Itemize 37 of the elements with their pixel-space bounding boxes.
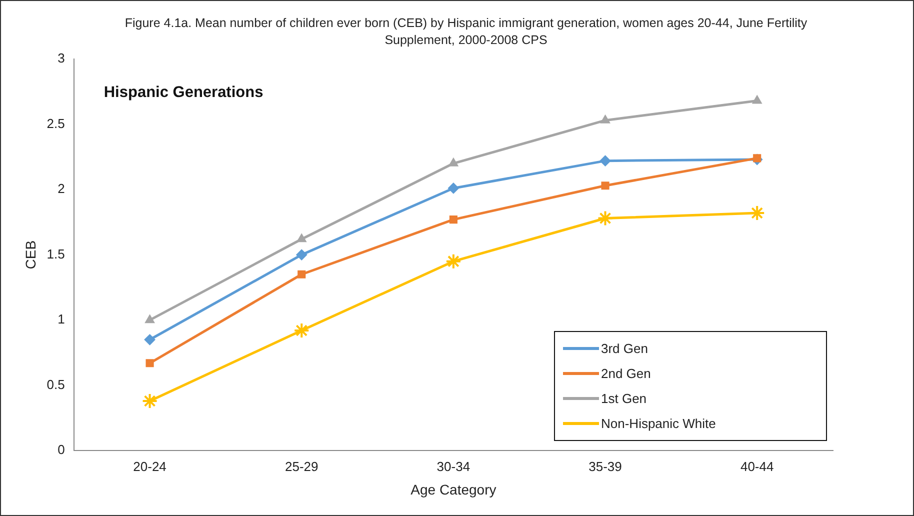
chart-title: Figure 4.1a. Mean number of children ever born (CEB) by Hispanic immigrant generation, women ages 20-44, June Fertility Supplement, 2000-2008 CPS [124, 15, 808, 49]
point [445, 253, 462, 270]
x-tick-label: 30-34 [436, 458, 470, 474]
point [296, 234, 306, 242]
x-tick-label: 40-44 [740, 458, 774, 474]
legend-label: 2nd Gen [601, 366, 651, 381]
x-tick-label: 20-24 [133, 458, 166, 474]
point [601, 182, 610, 190]
point [600, 155, 611, 166]
legend-label: Non-Hispanic White [601, 416, 716, 431]
point [296, 249, 308, 260]
annotation: Hispanic Generations [104, 84, 264, 102]
y-axis-title: CEB [22, 240, 38, 270]
y-tick-label: 2.5 [46, 116, 65, 131]
point [298, 270, 306, 278]
y-tick-label: 2 [58, 181, 65, 196]
y-tick-label: 0.5 [46, 376, 65, 392]
point [144, 314, 155, 324]
point [600, 114, 610, 124]
point [142, 393, 158, 409]
x-axis-title: Age Category [410, 481, 496, 498]
y-tick-label: 1.5 [46, 246, 65, 262]
point [144, 334, 156, 346]
x-tick-label: 35-39 [588, 458, 622, 474]
point [449, 216, 458, 224]
x-tick-label: 25-29 [284, 458, 318, 474]
point [597, 210, 614, 226]
y-tick-label: 1 [58, 312, 65, 327]
point [448, 158, 458, 166]
legend-label: 1st Gen [601, 390, 647, 406]
point [448, 182, 459, 194]
point [294, 322, 310, 339]
y-tick-label: 0 [58, 442, 65, 458]
legend-label: 3rd Gen [601, 340, 648, 356]
point [752, 95, 762, 104]
y-tick-label: 3 [58, 50, 65, 66]
point [146, 359, 154, 368]
